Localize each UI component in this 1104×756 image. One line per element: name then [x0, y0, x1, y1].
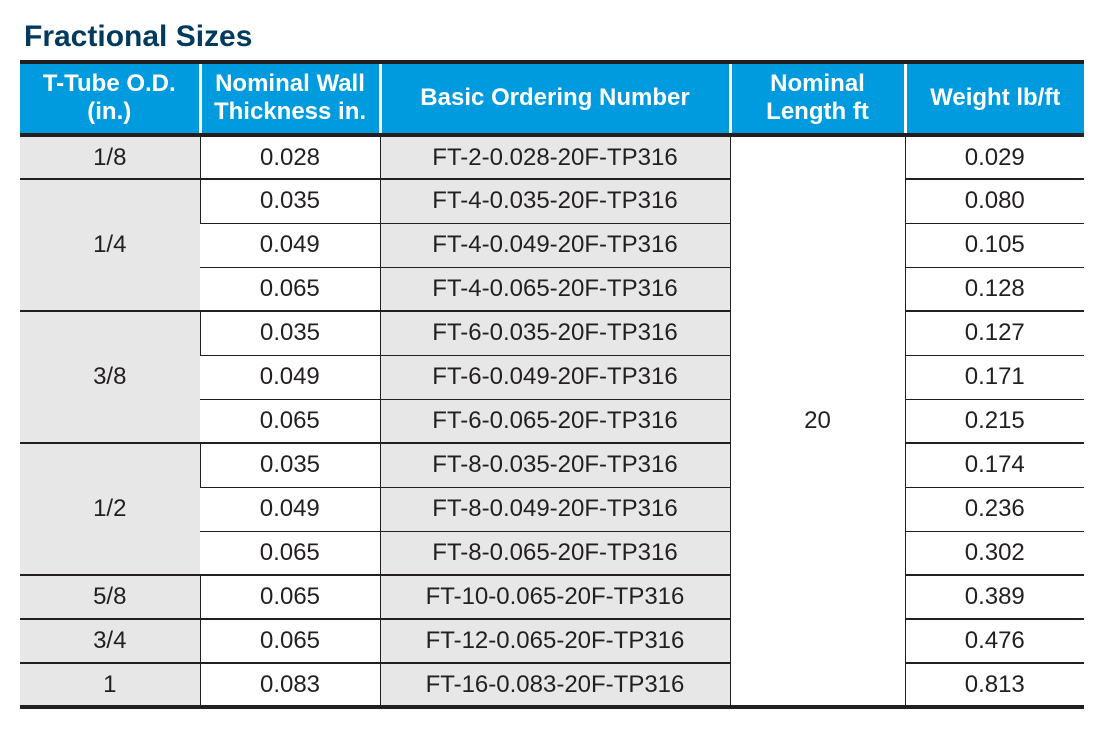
- cell-wall: 0.065: [200, 575, 380, 619]
- cell-wall: 0.049: [200, 487, 380, 531]
- cell-nominal-length: 20: [730, 135, 905, 707]
- cell-od: 5/8: [20, 575, 200, 619]
- cell-ordering-number: FT-6-0.065-20F-TP316: [380, 399, 730, 443]
- table-header-row: T-Tube O.D. (in.) Nominal Wall Thickness…: [20, 62, 1084, 135]
- table-row: 5/80.065FT-10-0.065-20F-TP316 0.389: [20, 575, 1084, 619]
- cell-ordering-number: FT-4-0.035-20F-TP316: [380, 179, 730, 223]
- cell-ordering-number: FT-12-0.065-20F-TP316: [380, 619, 730, 663]
- cell-weight: 0.236: [905, 487, 1084, 531]
- cell-ordering-number: FT-10-0.065-20F-TP316: [380, 575, 730, 619]
- cell-weight: 0.128: [905, 267, 1084, 311]
- cell-weight: 0.476: [905, 619, 1084, 663]
- table-row: 1/20.035FT-8-0.035-20F-TP3160.174: [20, 443, 1084, 487]
- cell-weight: 0.302: [905, 531, 1084, 575]
- cell-ordering-number: FT-6-0.035-20F-TP316: [380, 311, 730, 355]
- cell-wall: 0.065: [200, 619, 380, 663]
- col-header-order: Basic Ordering Number: [380, 62, 730, 135]
- cell-ordering-number: FT-16-0.083-20F-TP316: [380, 663, 730, 707]
- table-row: 3/40.065FT-12-0.065-20F-TP316 0.476: [20, 619, 1084, 663]
- cell-od: 1/8: [20, 135, 200, 179]
- cell-wall: 0.049: [200, 355, 380, 399]
- cell-weight: 0.174: [905, 443, 1084, 487]
- cell-wall: 0.035: [200, 443, 380, 487]
- fractional-sizes-table: T-Tube O.D. (in.) Nominal Wall Thickness…: [20, 60, 1084, 709]
- cell-wall: 0.065: [200, 399, 380, 443]
- table-row: 1/40.035FT-4-0.035-20F-TP3160.080: [20, 179, 1084, 223]
- col-header-length: Nominal Length ft: [730, 62, 905, 135]
- cell-weight: 0.080: [905, 179, 1084, 223]
- cell-weight: 0.029: [905, 135, 1084, 179]
- cell-wall: 0.049: [200, 223, 380, 267]
- cell-wall: 0.083: [200, 663, 380, 707]
- cell-ordering-number: FT-6-0.049-20F-TP316: [380, 355, 730, 399]
- cell-wall: 0.065: [200, 267, 380, 311]
- table-row: 3/80.035FT-6-0.035-20F-TP3160.127: [20, 311, 1084, 355]
- cell-od: 3/4: [20, 619, 200, 663]
- cell-ordering-number: FT-2-0.028-20F-TP316: [380, 135, 730, 179]
- cell-ordering-number: FT-4-0.049-20F-TP316: [380, 223, 730, 267]
- cell-weight: 0.813: [905, 663, 1084, 707]
- cell-wall: 0.035: [200, 311, 380, 355]
- cell-od: 1/2: [20, 443, 200, 575]
- cell-wall: 0.035: [200, 179, 380, 223]
- cell-weight: 0.215: [905, 399, 1084, 443]
- col-header-od: T-Tube O.D. (in.): [20, 62, 200, 135]
- table-body: 1/80.028FT-2-0.028-20F-TP316200.0291/40.…: [20, 135, 1084, 707]
- cell-weight: 0.127: [905, 311, 1084, 355]
- section-title: Fractional Sizes: [24, 20, 1084, 54]
- cell-wall: 0.065: [200, 531, 380, 575]
- col-header-wall: Nominal Wall Thickness in.: [200, 62, 380, 135]
- cell-weight: 0.389: [905, 575, 1084, 619]
- cell-ordering-number: FT-8-0.035-20F-TP316: [380, 443, 730, 487]
- cell-weight: 0.171: [905, 355, 1084, 399]
- cell-od: 3/8: [20, 311, 200, 443]
- cell-wall: 0.028: [200, 135, 380, 179]
- cell-ordering-number: FT-4-0.065-20F-TP316: [380, 267, 730, 311]
- cell-weight: 0.105: [905, 223, 1084, 267]
- table-row: 10.083FT-16-0.083-20F-TP316 0.813: [20, 663, 1084, 707]
- cell-od: 1: [20, 663, 200, 707]
- table-row: 1/80.028FT-2-0.028-20F-TP316200.029: [20, 135, 1084, 179]
- cell-od: 1/4: [20, 179, 200, 311]
- col-header-weight: Weight lb/ft: [905, 62, 1084, 135]
- cell-ordering-number: FT-8-0.065-20F-TP316: [380, 531, 730, 575]
- cell-ordering-number: FT-8-0.049-20F-TP316: [380, 487, 730, 531]
